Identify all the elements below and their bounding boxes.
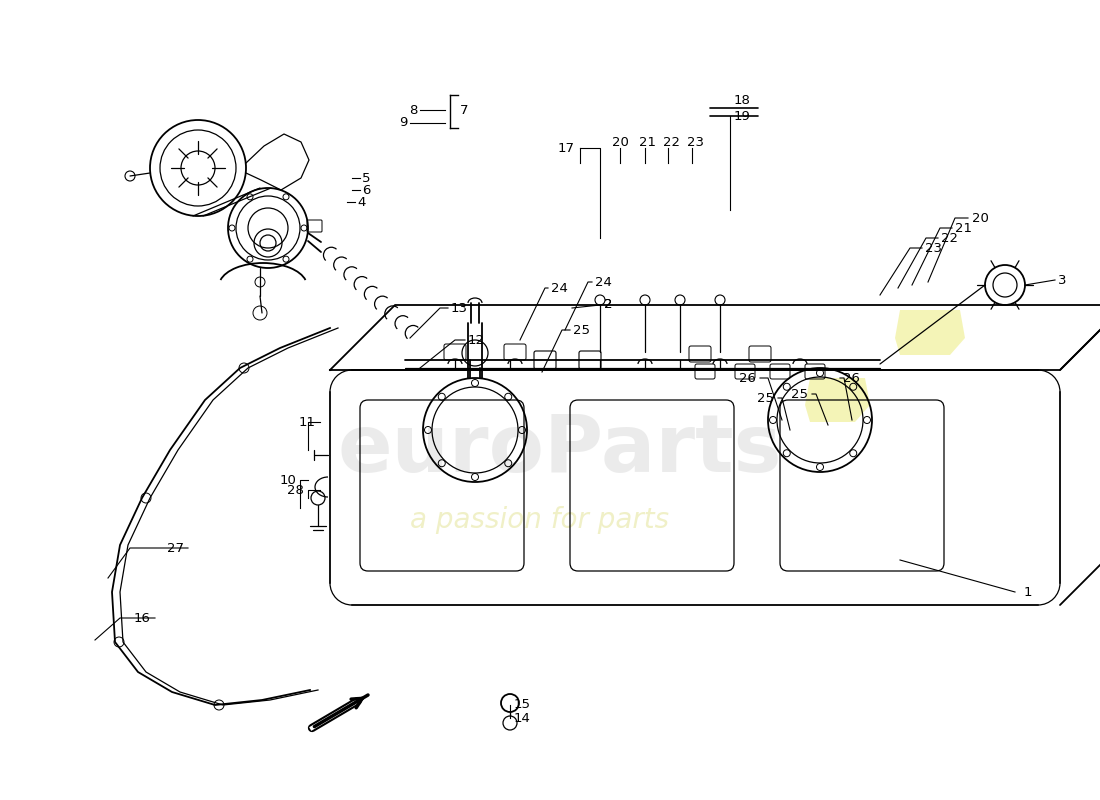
Text: 22: 22 xyxy=(940,231,958,245)
Polygon shape xyxy=(805,378,870,422)
Text: 3: 3 xyxy=(1058,274,1067,286)
Text: 24: 24 xyxy=(551,282,568,294)
Text: 20: 20 xyxy=(612,135,628,149)
Text: 26: 26 xyxy=(843,371,860,385)
Text: 21: 21 xyxy=(639,135,657,149)
Text: 19: 19 xyxy=(734,110,751,122)
Text: 16: 16 xyxy=(133,611,150,625)
Text: 24: 24 xyxy=(595,275,612,289)
Text: 23: 23 xyxy=(686,135,704,149)
Text: 4: 4 xyxy=(358,195,365,209)
Text: 25: 25 xyxy=(791,387,808,401)
Text: 12: 12 xyxy=(468,334,485,346)
Text: 28: 28 xyxy=(287,483,304,497)
Polygon shape xyxy=(895,310,965,355)
Text: 2: 2 xyxy=(604,298,613,311)
Text: 7: 7 xyxy=(460,105,469,118)
Text: 23: 23 xyxy=(925,242,942,254)
Text: 26: 26 xyxy=(739,371,756,385)
Text: 8: 8 xyxy=(409,103,418,117)
Text: 15: 15 xyxy=(514,698,531,711)
Text: 13: 13 xyxy=(451,302,468,314)
Text: 10: 10 xyxy=(279,474,296,486)
Text: 5: 5 xyxy=(362,171,371,185)
Text: 21: 21 xyxy=(955,222,972,234)
Text: 11: 11 xyxy=(299,415,316,429)
Text: 18: 18 xyxy=(734,94,751,106)
Text: 14: 14 xyxy=(514,711,531,725)
Text: 25: 25 xyxy=(757,391,774,405)
Text: euroParts: euroParts xyxy=(338,411,782,489)
Text: 17: 17 xyxy=(558,142,575,154)
Text: 2: 2 xyxy=(604,298,613,311)
Text: 6: 6 xyxy=(362,183,371,197)
Text: 9: 9 xyxy=(399,117,408,130)
Text: 1: 1 xyxy=(1024,586,1033,598)
Text: 20: 20 xyxy=(972,211,989,225)
Text: 22: 22 xyxy=(663,135,681,149)
Text: 25: 25 xyxy=(573,323,590,337)
Text: 27: 27 xyxy=(167,542,184,554)
Text: a passion for parts: a passion for parts xyxy=(410,506,670,534)
